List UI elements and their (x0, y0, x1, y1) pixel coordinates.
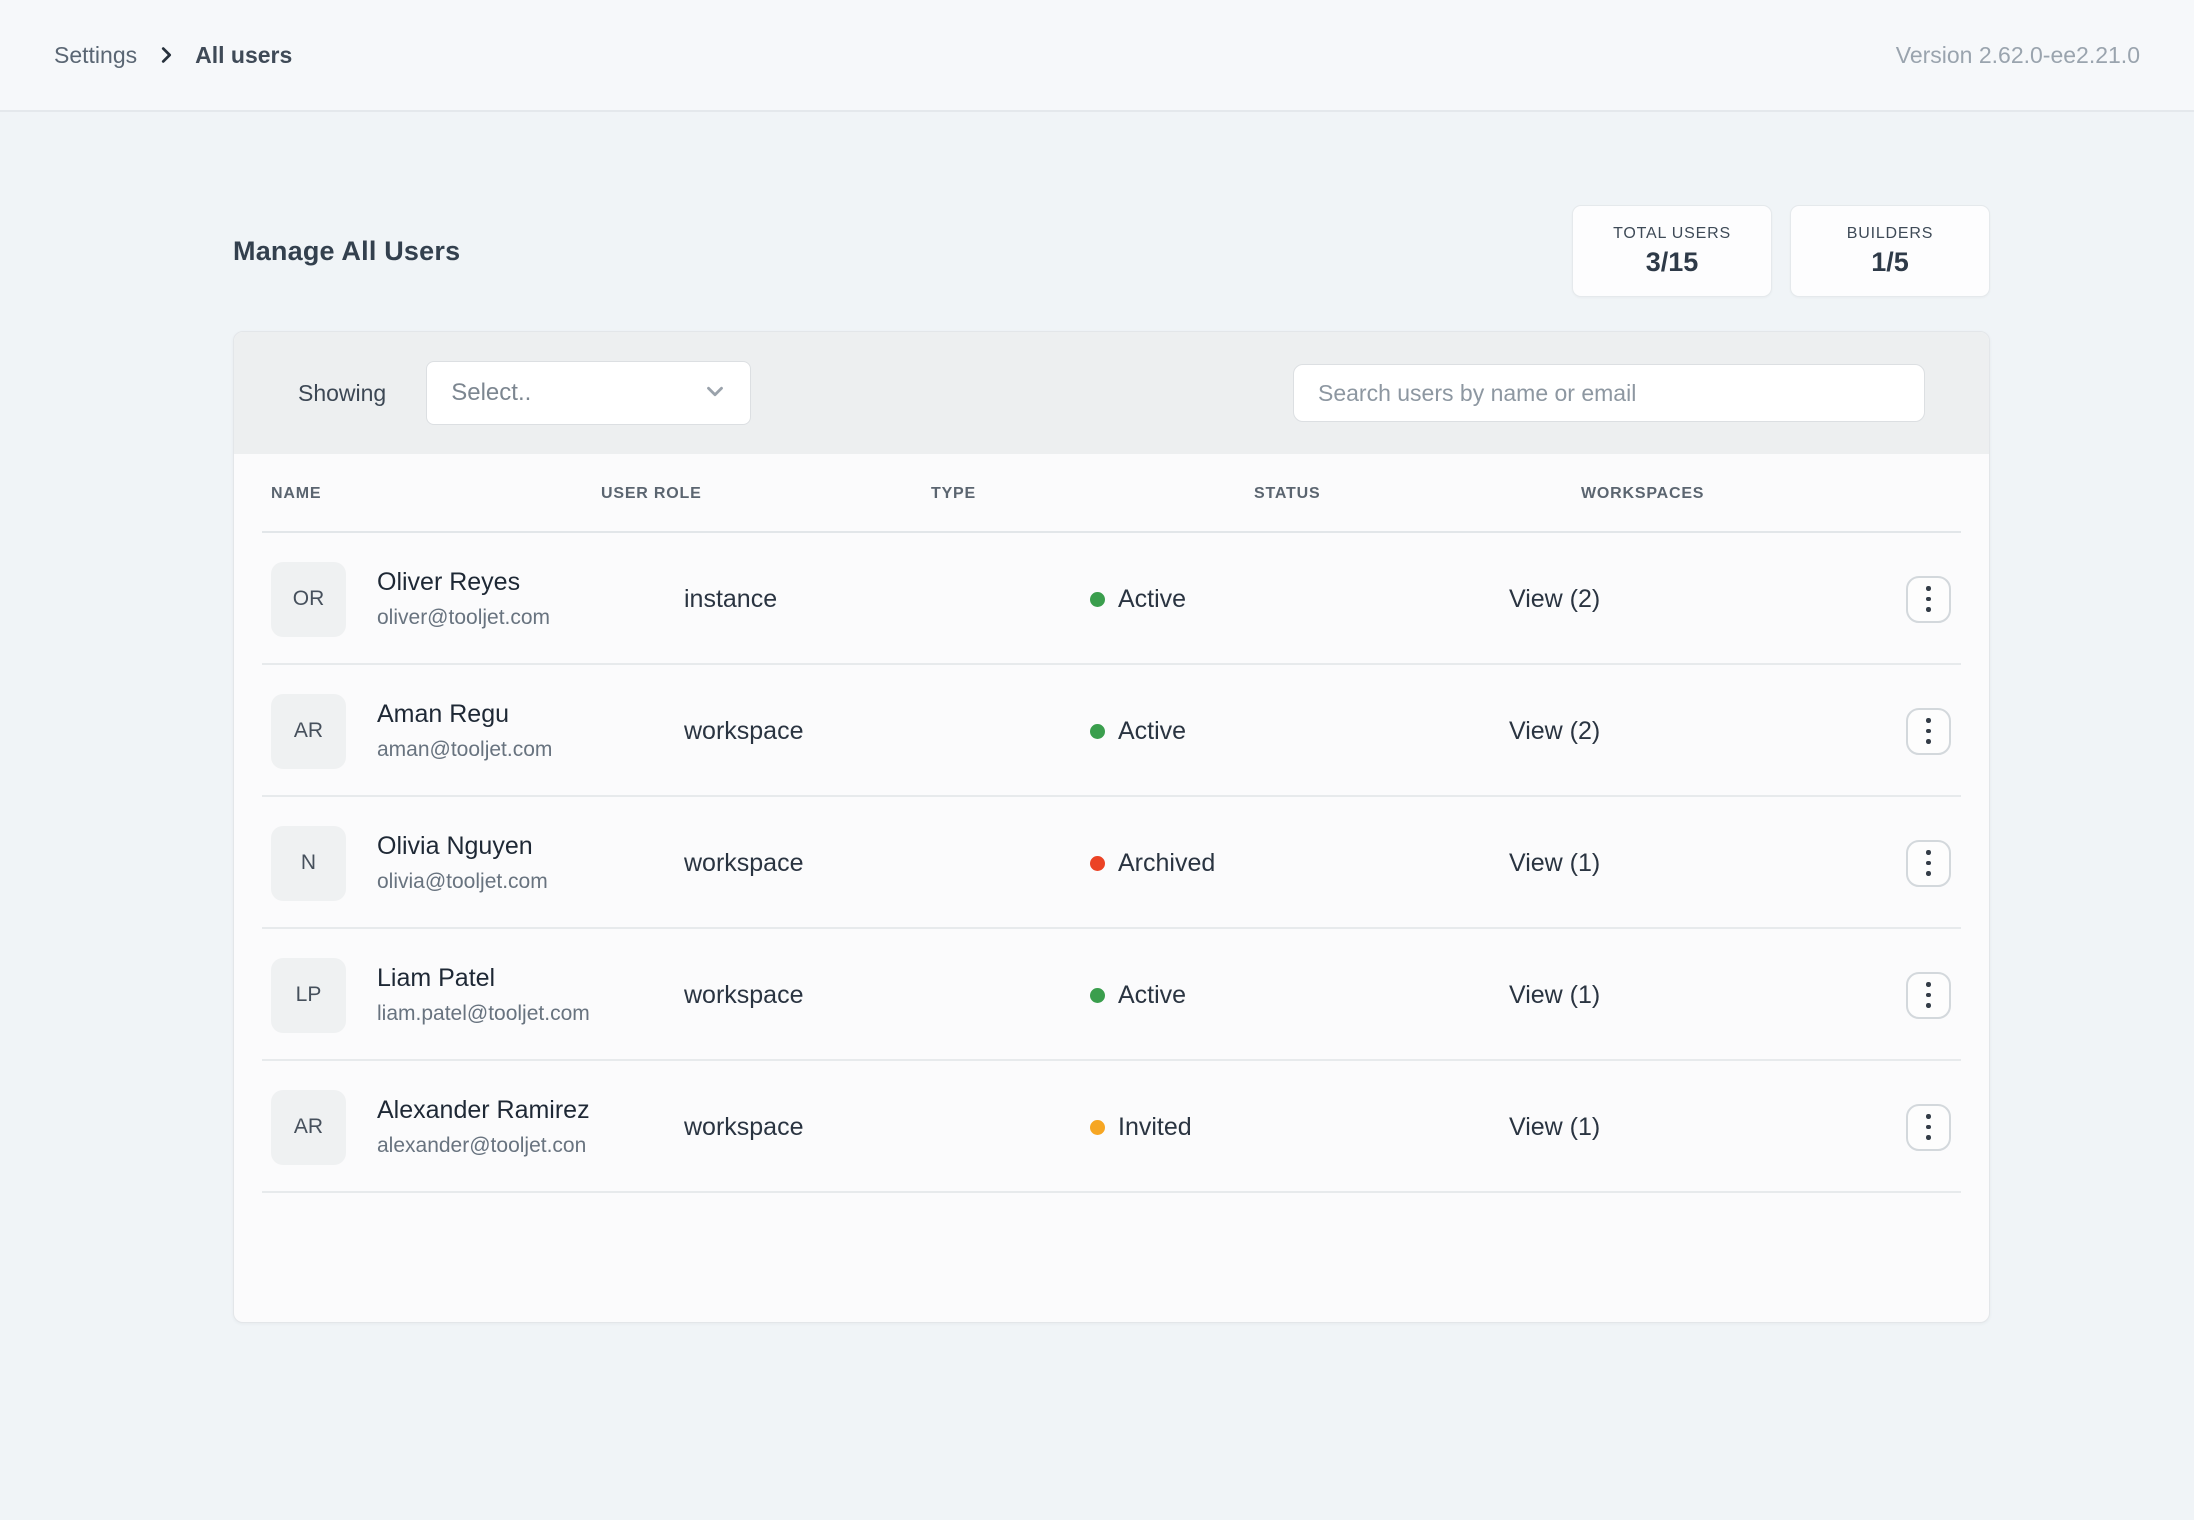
table-row: AR Aman Regu aman@tooljet.com workspace … (234, 665, 1989, 797)
user-name: Alexander Ramirez (377, 1096, 590, 1125)
status-dot (1090, 724, 1105, 739)
status-dot (1090, 988, 1105, 1003)
main-content: Manage All Users TOTAL USERS 3/15 BUILDE… (0, 112, 2194, 1323)
user-name: Liam Patel (377, 964, 590, 993)
kebab-dot-icon (1926, 982, 1931, 987)
kebab-dot-icon (1926, 729, 1931, 734)
status-label: Active (1118, 585, 1186, 614)
top-bar: Settings All users Version 2.62.0-ee2.21… (0, 0, 2194, 112)
kebab-dot-icon (1926, 607, 1931, 612)
col-header-user-role: USER ROLE (601, 485, 931, 503)
col-header-status: STATUS (1254, 485, 1581, 503)
kebab-dot-icon (1926, 871, 1931, 876)
status-label: Archived (1118, 849, 1215, 878)
row-menu-button[interactable] (1906, 576, 1951, 623)
col-header-type: TYPE (931, 485, 1254, 503)
status-filter-select[interactable]: Select.. (426, 361, 751, 425)
table-row: N Olivia Nguyen olivia@tooljet.com works… (234, 797, 1989, 929)
builders-card: BUILDERS 1/5 (1790, 205, 1990, 297)
table-body: OR Oliver Reyes oliver@tooljet.com insta… (234, 533, 1989, 1193)
user-name: Aman Regu (377, 700, 552, 729)
avatar: OR (271, 562, 346, 637)
row-menu-button[interactable] (1906, 972, 1951, 1019)
kebab-dot-icon (1926, 850, 1931, 855)
stat-cards: TOTAL USERS 3/15 BUILDERS 1/5 (1572, 205, 1990, 297)
workspaces-view-link[interactable]: View (2) (1509, 717, 1906, 746)
kebab-dot-icon (1926, 597, 1931, 602)
version-label: Version 2.62.0-ee2.21.0 (1896, 42, 2140, 69)
total-users-value: 3/15 (1646, 247, 1699, 278)
table-header: NAME USER ROLE TYPE STATUS WORKSPACES (234, 454, 1989, 533)
user-name: Oliver Reyes (377, 568, 550, 597)
total-users-label: TOTAL USERS (1613, 225, 1731, 243)
user-role: workspace (684, 981, 1090, 1010)
page-title: Manage All Users (233, 236, 460, 267)
avatar: LP (271, 958, 346, 1033)
search-input[interactable] (1293, 364, 1925, 422)
avatar: AR (271, 694, 346, 769)
kebab-dot-icon (1926, 718, 1931, 723)
chevron-right-icon (155, 44, 177, 66)
table-row: AR Alexander Ramirez alexander@tooljet.c… (234, 1061, 1989, 1193)
user-role: instance (684, 585, 1090, 614)
row-menu-button[interactable] (1906, 708, 1951, 755)
breadcrumb-settings[interactable]: Settings (54, 42, 137, 69)
user-email: oliver@tooljet.com (377, 606, 550, 630)
user-email: alexander@tooljet.con (377, 1134, 590, 1158)
table-row: OR Oliver Reyes oliver@tooljet.com insta… (234, 533, 1989, 665)
row-menu-button[interactable] (1906, 1104, 1951, 1151)
kebab-dot-icon (1926, 861, 1931, 866)
table-row: LP Liam Patel liam.patel@tooljet.com wor… (234, 929, 1989, 1061)
workspaces-view-link[interactable]: View (1) (1509, 981, 1906, 1010)
col-header-name: NAME (271, 485, 601, 503)
status-dot (1090, 592, 1105, 607)
user-name: Olivia Nguyen (377, 832, 548, 861)
filter-bar: Showing Select.. (234, 332, 1989, 454)
user-role: workspace (684, 1113, 1090, 1142)
kebab-dot-icon (1926, 586, 1931, 591)
builders-label: BUILDERS (1847, 225, 1933, 243)
kebab-dot-icon (1926, 1114, 1931, 1119)
status-label: Active (1118, 717, 1186, 746)
breadcrumb: Settings All users (54, 42, 292, 69)
status-dot (1090, 1120, 1105, 1135)
users-panel: Showing Select.. NAME USER ROLE TYPE STA… (233, 331, 1990, 1323)
total-users-card: TOTAL USERS 3/15 (1572, 205, 1772, 297)
kebab-dot-icon (1926, 993, 1931, 998)
kebab-dot-icon (1926, 1135, 1931, 1140)
workspaces-view-link[interactable]: View (1) (1509, 1113, 1906, 1142)
user-email: olivia@tooljet.com (377, 870, 548, 894)
workspaces-view-link[interactable]: View (1) (1509, 849, 1906, 878)
avatar: AR (271, 1090, 346, 1165)
user-email: aman@tooljet.com (377, 738, 552, 762)
user-role: workspace (684, 849, 1090, 878)
status-label: Active (1118, 981, 1186, 1010)
workspaces-view-link[interactable]: View (2) (1509, 585, 1906, 614)
avatar: N (271, 826, 346, 901)
showing-label: Showing (298, 380, 386, 407)
kebab-dot-icon (1926, 1003, 1931, 1008)
status-dot (1090, 856, 1105, 871)
status-filter-value: Select.. (451, 379, 531, 407)
builders-value: 1/5 (1871, 247, 1909, 278)
chevron-down-icon (702, 378, 728, 409)
user-email: liam.patel@tooljet.com (377, 1002, 590, 1026)
col-header-workspaces: WORKSPACES (1581, 485, 1952, 503)
status-label: Invited (1118, 1113, 1192, 1142)
kebab-dot-icon (1926, 1125, 1931, 1130)
breadcrumb-all-users: All users (195, 42, 292, 69)
row-menu-button[interactable] (1906, 840, 1951, 887)
kebab-dot-icon (1926, 739, 1931, 744)
user-role: workspace (684, 717, 1090, 746)
